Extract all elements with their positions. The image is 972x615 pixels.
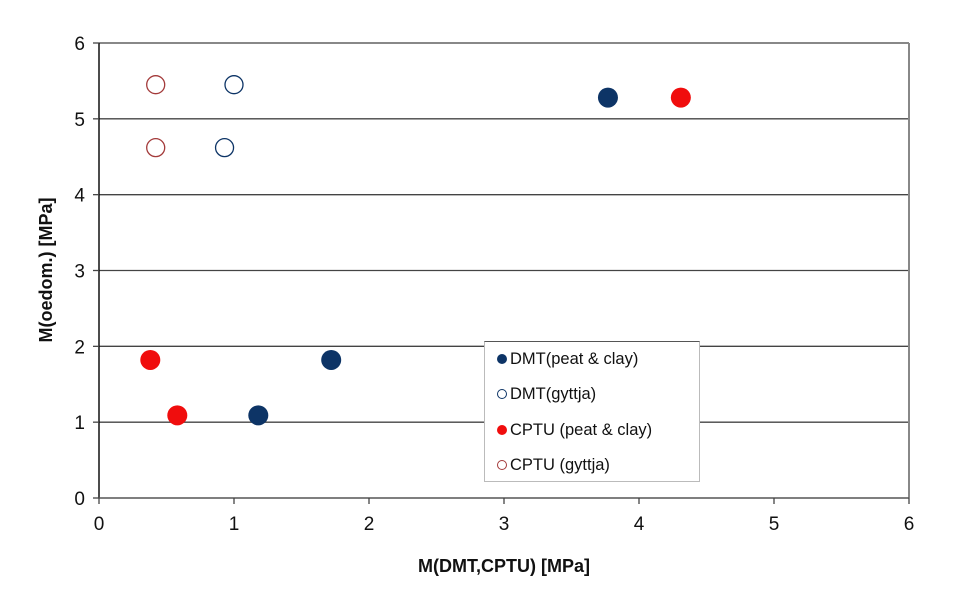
filled-circle-marker <box>248 405 269 426</box>
x-tick-label: 3 <box>499 514 510 535</box>
open-circle-marker <box>146 75 166 95</box>
filled-circle-marker <box>597 87 618 108</box>
x-tick-label: 6 <box>904 514 915 535</box>
filled-circle-marker <box>670 87 691 108</box>
y-axis-ticks: 0 1 2 3 4 5 6 <box>74 34 99 510</box>
x-tick-label: 1 <box>229 514 240 535</box>
data-points <box>140 75 691 426</box>
legend-item-cptu-peat-clay: CPTU (peat & clay) <box>497 418 652 442</box>
chart-legend: DMT(peat & clay) DMT(gyttja) CPTU (peat … <box>484 341 700 482</box>
open-circle-marker <box>146 137 166 158</box>
open-circle-marker <box>224 75 244 95</box>
x-axis-title: M(DMT,CPTU) [MPa] <box>418 556 590 576</box>
legend-label: CPTU (peat & clay) <box>510 420 653 439</box>
filled-circle-marker <box>321 349 342 370</box>
filled-circle-icon <box>497 354 507 364</box>
legend-item-dmt-gyttja: DMT(gyttja) <box>497 382 596 406</box>
gridlines <box>99 118 909 423</box>
legend-item-cptu-gyttja: CPTU (gyttja) <box>497 453 610 477</box>
x-tick-label: 2 <box>364 514 375 535</box>
open-circle-icon <box>497 460 507 470</box>
y-tick-label: 1 <box>74 413 85 434</box>
legend-label: CPTU (gyttja) <box>510 455 610 474</box>
y-tick-label: 3 <box>74 262 85 283</box>
filled-circle-icon <box>497 425 507 435</box>
legend-item-dmt-peat-clay: DMT(peat & clay) <box>497 347 638 371</box>
open-circle-marker <box>214 137 235 158</box>
filled-circle-marker <box>140 349 161 370</box>
x-tick-label: 4 <box>634 514 645 535</box>
y-tick-label: 6 <box>74 34 85 55</box>
y-tick-label: 5 <box>74 110 85 131</box>
y-tick-label: 4 <box>74 186 85 207</box>
x-axis-ticks: 0 1 2 3 4 5 6 <box>94 498 915 535</box>
y-tick-label: 0 <box>74 489 85 510</box>
x-tick-label: 0 <box>94 514 105 535</box>
x-tick-label: 5 <box>769 514 780 535</box>
y-tick-label: 2 <box>74 337 85 358</box>
y-axis-title: M(oedom.) [MPa] <box>36 198 56 343</box>
filled-circle-marker <box>167 405 188 426</box>
legend-label: DMT(peat & clay) <box>510 349 639 368</box>
open-circle-icon <box>497 389 507 399</box>
legend-label: DMT(gyttja) <box>510 384 597 403</box>
